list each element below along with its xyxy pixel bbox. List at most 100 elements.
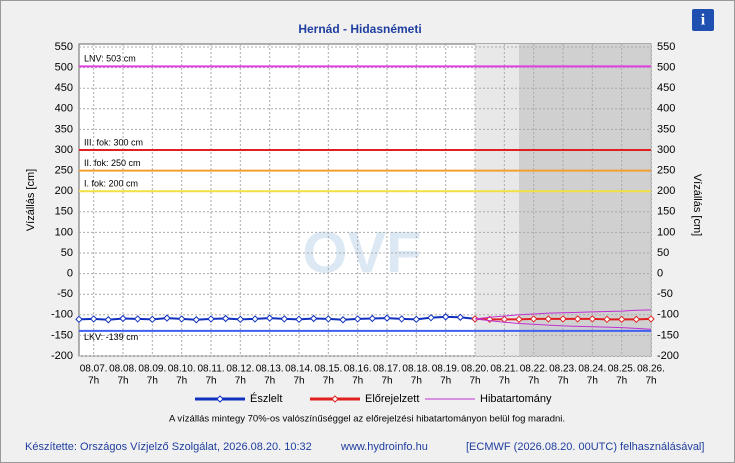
forecast-shade bbox=[519, 44, 651, 356]
watermark: OVF bbox=[302, 220, 421, 285]
y-tick-label: -150 bbox=[51, 329, 73, 341]
marker bbox=[647, 315, 655, 323]
marker bbox=[265, 314, 274, 322]
y2-tick-label: 200 bbox=[657, 185, 675, 197]
error-band bbox=[474, 318, 652, 330]
legend-label: Észlelt bbox=[250, 392, 282, 405]
marker bbox=[544, 315, 553, 323]
marker bbox=[441, 313, 450, 321]
marker bbox=[251, 315, 259, 323]
marker bbox=[456, 313, 465, 321]
y2-tick-label: -50 bbox=[657, 288, 673, 300]
legend-label: Előrejelzett bbox=[365, 393, 419, 405]
y-tick-label: -100 bbox=[51, 309, 73, 321]
info-button[interactable] bbox=[692, 9, 714, 31]
x-tick-date: 08.21. bbox=[490, 364, 518, 375]
marker bbox=[603, 315, 611, 324]
marker bbox=[353, 315, 362, 323]
threshold-label: LKV: -139 cm bbox=[84, 332, 138, 342]
marker bbox=[309, 314, 318, 323]
y2-tick-label: 150 bbox=[657, 206, 675, 218]
x-tick-date: 08.16. bbox=[344, 364, 372, 375]
threshold-label: LNV: 503 cm bbox=[84, 54, 136, 64]
legend-label: Hibatartomány bbox=[480, 393, 552, 405]
y-tick-label: 100 bbox=[55, 226, 73, 238]
legend-marker bbox=[216, 395, 224, 403]
marker bbox=[573, 315, 582, 323]
marker bbox=[368, 314, 377, 323]
x-tick-hour: 7h bbox=[557, 376, 568, 387]
marker bbox=[207, 315, 215, 323]
y-tick-label: -50 bbox=[57, 288, 73, 300]
marker bbox=[89, 315, 98, 323]
x-tick-hour: 7h bbox=[528, 376, 539, 387]
marker bbox=[221, 314, 230, 323]
x-tick-hour: 7h bbox=[176, 376, 187, 387]
chart-title: Hernád - Hidasnémeti bbox=[298, 22, 421, 36]
x-tick-hour: 7h bbox=[411, 376, 422, 387]
y-tick-label: 200 bbox=[55, 185, 73, 197]
info-icon[interactable]: i bbox=[701, 12, 706, 29]
y-tick-label: 550 bbox=[55, 41, 73, 53]
x-tick-hour: 7h bbox=[147, 376, 158, 387]
marker bbox=[133, 315, 142, 323]
x-tick-hour: 7h bbox=[205, 376, 216, 387]
error-band bbox=[474, 309, 652, 320]
marker bbox=[500, 315, 509, 324]
x-tick-date: 08.10. bbox=[168, 364, 196, 375]
x-tick-hour: 7h bbox=[264, 376, 275, 387]
x-tick-date: 08.17. bbox=[373, 364, 401, 375]
legend-marker bbox=[331, 395, 339, 403]
y-tick-label: 400 bbox=[55, 103, 73, 115]
x-tick-hour: 7h bbox=[499, 376, 510, 387]
x-tick-hour: 7h bbox=[88, 376, 99, 387]
x-tick-hour: 7h bbox=[587, 376, 598, 387]
y-tick-label: 250 bbox=[55, 165, 73, 177]
y2-tick-label: -200 bbox=[657, 350, 679, 362]
y-tick-label: 450 bbox=[55, 82, 73, 94]
x-tick-hour: 7h bbox=[352, 376, 363, 387]
y-tick-label: 300 bbox=[55, 144, 73, 156]
y2-tick-label: -150 bbox=[657, 329, 679, 341]
y2-tick-label: 0 bbox=[657, 268, 663, 280]
marker bbox=[529, 315, 538, 323]
x-tick-date: 08.11. bbox=[197, 364, 224, 375]
marker bbox=[559, 315, 567, 323]
x-tick-date: 08.14. bbox=[285, 364, 313, 375]
x-tick-date: 08.13. bbox=[256, 364, 284, 375]
x-tick-hour: 7h bbox=[469, 376, 480, 387]
x-tick-date: 08.08. bbox=[109, 364, 137, 375]
x-tick-date: 08.15. bbox=[314, 364, 342, 375]
x-tick-date: 08.19. bbox=[432, 364, 460, 375]
marker bbox=[295, 315, 303, 324]
x-tick-date: 08.23. bbox=[549, 364, 577, 375]
x-tick-hour: 7h bbox=[440, 376, 451, 387]
footer-link[interactable]: www.hydroinfo.hu bbox=[340, 441, 428, 453]
y2-tick-label: 50 bbox=[657, 247, 669, 259]
x-tick-date: 08.09. bbox=[138, 364, 166, 375]
x-tick-date: 08.22. bbox=[520, 364, 548, 375]
marker bbox=[324, 315, 333, 323]
y2-tick-label: 400 bbox=[657, 103, 675, 115]
x-tick-hour: 7h bbox=[235, 376, 246, 387]
y-tick-label: 0 bbox=[67, 268, 73, 280]
threshold-label: II. fok: 250 cm bbox=[84, 158, 141, 168]
x-tick-date: 08.18. bbox=[402, 364, 430, 375]
marker bbox=[163, 314, 171, 322]
y2-tick-label: -100 bbox=[657, 309, 679, 321]
y2-tick-label: 550 bbox=[657, 41, 675, 53]
x-tick-date: 08.26. bbox=[637, 364, 665, 375]
threshold-label: I. fok: 200 cm bbox=[84, 179, 138, 189]
marker bbox=[148, 315, 157, 324]
x-tick-hour: 7h bbox=[117, 376, 128, 387]
forecast-shade bbox=[475, 44, 519, 356]
y2-tick-label: 100 bbox=[657, 226, 675, 238]
y-tick-label: 50 bbox=[61, 247, 73, 259]
x-tick-hour: 7h bbox=[293, 376, 304, 387]
marker bbox=[515, 315, 523, 324]
y2-tick-label: 250 bbox=[657, 165, 675, 177]
x-tick-date: 08.24. bbox=[578, 364, 606, 375]
marker bbox=[383, 314, 391, 322]
threshold-label: III. fok: 300 cm bbox=[84, 137, 143, 147]
